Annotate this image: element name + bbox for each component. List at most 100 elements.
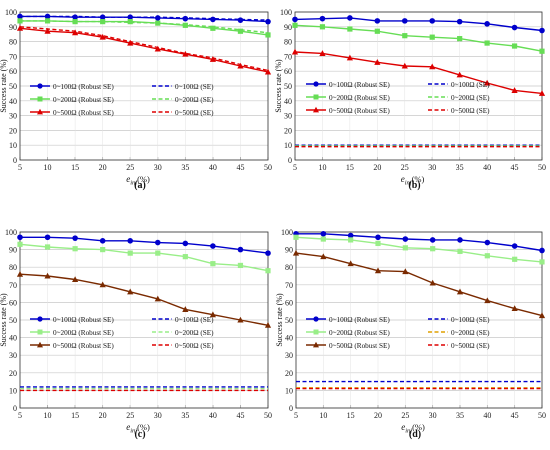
panel-label: (a)	[134, 180, 146, 191]
data-point	[154, 15, 161, 21]
data-point	[374, 28, 380, 34]
chart-panel-b: 0 10 20 30 40 50 60 70 80 90 100 5 10 15 20 25 30 35 40 45 5…	[274, 8, 546, 191]
data-point	[429, 34, 435, 40]
data-point	[182, 15, 189, 22]
data-point	[237, 246, 244, 253]
x-tick-label: 50	[538, 411, 546, 420]
data-point	[154, 295, 161, 302]
data-point	[99, 281, 106, 288]
y-tick-label: 10	[9, 141, 17, 150]
legend-marker	[37, 108, 43, 115]
data-point	[209, 311, 216, 318]
x-tick-label: 35	[456, 163, 464, 172]
y-tick-label: 10	[285, 386, 293, 395]
data-point	[292, 16, 298, 23]
plot-frame	[294, 11, 543, 161]
data-point	[320, 236, 326, 242]
data-point	[456, 71, 463, 78]
x-axis-label: einj(%)	[126, 422, 150, 435]
data-point	[374, 267, 382, 274]
data-point	[430, 246, 436, 252]
x-tick-label: 30	[429, 411, 437, 420]
series-line-0	[20, 236, 269, 254]
data-point	[320, 230, 327, 237]
data-point	[539, 27, 545, 34]
data-point	[72, 235, 78, 241]
data-point	[210, 261, 216, 267]
data-point	[347, 260, 354, 267]
data-point	[127, 250, 133, 256]
legend: 0~100Ω (Robust SE) 0~200Ω (Robust SE) 0~50…	[30, 316, 214, 350]
legend-label: 0~200Ω (Robust SE)	[53, 329, 114, 337]
panel-label: (c)	[134, 429, 145, 440]
data-point	[512, 256, 518, 262]
y-tick-label: 100	[281, 228, 293, 237]
y-tick-label: 60	[285, 298, 293, 307]
data-point	[292, 22, 298, 28]
series-line-0	[294, 17, 543, 32]
x-tick-label: 50	[264, 411, 272, 420]
y-tick-label: 80	[9, 263, 17, 272]
data-point	[457, 248, 463, 254]
data-point	[429, 18, 436, 24]
panel-label: (b)	[408, 180, 420, 191]
x-tick-label: 15	[347, 411, 355, 420]
y-tick-label: 100	[5, 228, 17, 237]
x-axis-label-main: e	[126, 174, 130, 184]
legend: 0~100Ω (Robust SE) 0~200Ω (Robust SE) 0~50…	[30, 83, 214, 117]
legend-label: 0~500Ω (Robust SE)	[329, 107, 390, 115]
y-tick-label: 90	[285, 246, 293, 255]
data-point	[127, 14, 134, 20]
data-point	[401, 18, 408, 24]
y-tick-label: 70	[284, 52, 292, 61]
x-tick-label: 5	[18, 411, 22, 420]
legend-marker	[313, 81, 319, 87]
y-tick-label: 0	[288, 156, 292, 165]
data-point	[539, 247, 545, 254]
data-point	[209, 56, 216, 62]
legend-label: 0~200Ω (SE)	[451, 329, 490, 337]
data-point	[100, 19, 106, 25]
x-tick-label: 40	[483, 163, 491, 172]
data-point	[292, 249, 300, 256]
x-axis-label-unit: (%)	[412, 174, 425, 184]
y-tick-label: 30	[285, 351, 293, 360]
y-tick-label: 60	[9, 298, 17, 307]
legend-label: 0~200Ω (SE)	[451, 94, 490, 102]
legend-label: 0~200Ω (SE)	[175, 96, 214, 104]
data-point	[402, 245, 408, 251]
x-tick-label: 45	[236, 411, 244, 420]
x-axis-label-sub: inj	[405, 180, 412, 187]
data-point	[429, 63, 436, 70]
data-point	[484, 79, 491, 86]
legend-label: 0~500Ω (SE)	[451, 342, 490, 350]
y-tick-label: 20	[285, 369, 293, 378]
data-point	[210, 16, 216, 23]
series-line-4	[294, 51, 543, 95]
legend-marker	[313, 341, 319, 348]
x-axis-label-main: e	[401, 422, 405, 432]
x-tick-label: 40	[483, 411, 491, 420]
legend-label: 0~100Ω (Robust SE)	[53, 316, 114, 324]
data-point	[348, 237, 354, 243]
data-point	[402, 236, 409, 242]
y-tick-label: 0	[13, 404, 17, 413]
x-tick-label: 50	[538, 163, 546, 172]
x-tick-label: 45	[511, 411, 519, 420]
x-tick-label: 30	[154, 411, 162, 420]
data-point	[265, 32, 271, 38]
x-axis-label-main: e	[401, 174, 405, 184]
x-tick-label: 20	[374, 411, 382, 420]
x-axis-label-unit: (%)	[137, 422, 150, 432]
data-point	[456, 288, 464, 295]
data-point	[99, 238, 106, 244]
x-tick-label: 15	[71, 411, 79, 420]
x-tick-label: 5	[294, 411, 298, 420]
data-point	[17, 241, 23, 247]
data-point	[484, 40, 490, 46]
x-tick-label: 15	[71, 163, 79, 172]
data-point	[320, 253, 327, 260]
y-tick-label: 90	[284, 23, 292, 32]
x-tick-label: 20	[99, 411, 107, 420]
